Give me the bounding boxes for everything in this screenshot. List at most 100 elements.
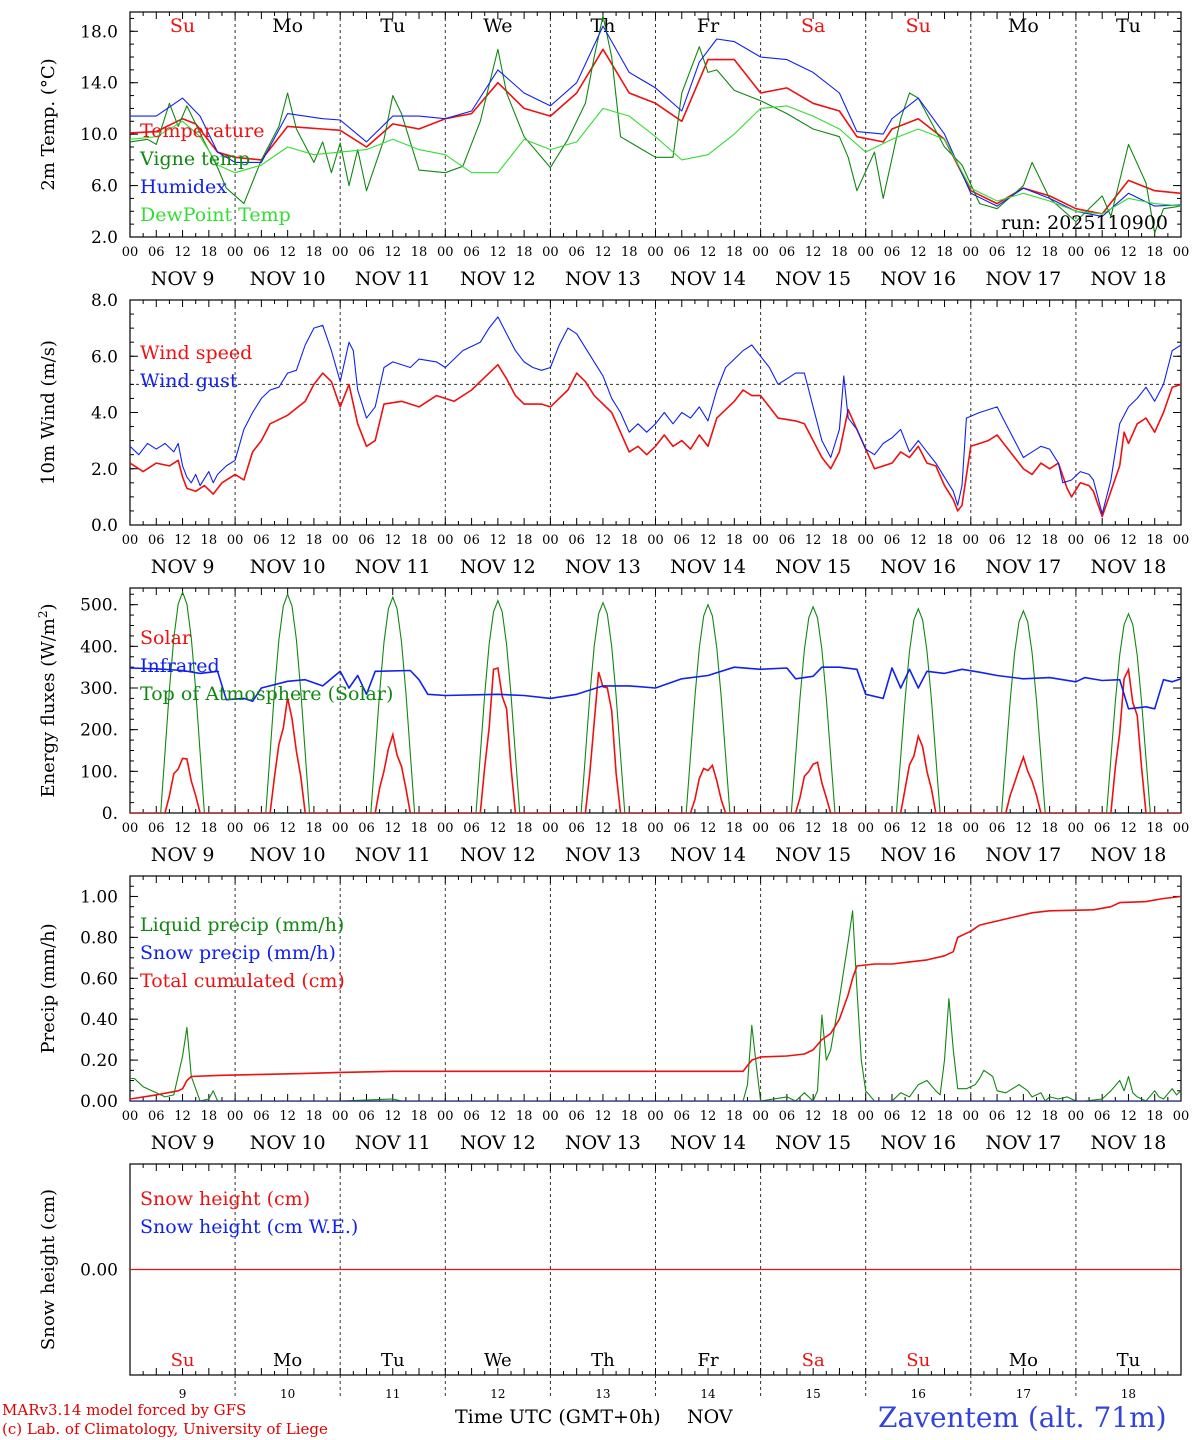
hour-tick-label: 00 — [542, 245, 559, 260]
hour-tick-label: 12 — [490, 821, 507, 836]
hour-tick-label: 12 — [1015, 245, 1032, 260]
hour-tick-label: 12 — [700, 245, 717, 260]
weekday-label: Fr — [698, 1350, 719, 1371]
y-axis-title: Energy fluxes (W/m2) — [36, 603, 59, 797]
date-label: NOV 14 — [670, 844, 746, 866]
plot-frame — [129, 299, 1182, 526]
weekday-label: Su — [171, 1350, 195, 1371]
hour-tick-label: 12 — [595, 1109, 612, 1124]
day-number: 13 — [595, 1387, 610, 1401]
weekday-label: Tu — [381, 1350, 405, 1371]
hour-tick-label: 18 — [936, 245, 953, 260]
weekday-label: Sa — [802, 1350, 825, 1371]
hour-tick-label: 06 — [779, 245, 796, 260]
date-label: NOV 12 — [460, 268, 536, 290]
panel-wind: 0.0 2.0 4.0 6.0 8.0 10m Wind (m/s) 00 06 12 18 00 0… — [38, 291, 1189, 578]
weekday-label: Su — [906, 1350, 930, 1371]
hour-tick-label: 00 — [1173, 821, 1190, 836]
hour-tick-label: 00 — [1173, 1109, 1190, 1124]
weekday-label: Mo — [1008, 15, 1039, 37]
hour-tick-label: 12 — [1015, 1109, 1032, 1124]
y-axis-title: 10m Wind (m/s) — [38, 340, 59, 485]
hour-tick-label: 00 — [1068, 1109, 1085, 1124]
date-label: NOV 10 — [250, 556, 326, 578]
hour-tick-label: 06 — [148, 533, 165, 548]
series-group — [130, 590, 1181, 813]
hour-tick-label: 00 — [332, 821, 349, 836]
date-label: NOV 17 — [985, 844, 1061, 866]
date-label: NOV 9 — [151, 556, 215, 578]
hour-tick-label: 18 — [621, 1109, 638, 1124]
hour-tick-label: 00 — [647, 533, 664, 548]
day-number: 17 — [1016, 1387, 1031, 1401]
hour-tick-label: 06 — [1094, 245, 1111, 260]
hour-tick-label: 06 — [989, 821, 1006, 836]
hour-tick-label: 18 — [201, 533, 218, 548]
hour-tick-label: 00 — [752, 533, 769, 548]
hour-tick-label: 00 — [1173, 533, 1190, 548]
panel-energy: 0. 100. 200. 300. 400. 500. Energy fluxes (W/m… — [36, 587, 1190, 866]
date-label: NOV 17 — [985, 1132, 1061, 1154]
y-tick-label: 400. — [80, 637, 118, 657]
hour-tick-label: 12 — [910, 821, 927, 836]
hour-tick-label: 18 — [411, 821, 428, 836]
hour-tick-label: 18 — [201, 821, 218, 836]
wind-speed-line — [130, 363, 1181, 518]
date-label: NOV 10 — [250, 268, 326, 290]
y-tick-label: 0.00 — [80, 1092, 118, 1112]
hour-tick-label: 18 — [411, 1109, 428, 1124]
hour-tick-label: 00 — [437, 533, 454, 548]
weekday-label: We — [483, 15, 512, 37]
y-tick-label: 2.0 — [91, 228, 118, 248]
day-number: 9 — [179, 1387, 187, 1401]
infrared-line — [130, 666, 1181, 710]
y-axis-title: Snow height (cm) — [38, 1189, 59, 1350]
date-label: NOV 16 — [880, 844, 956, 866]
hour-tick-label: 18 — [831, 821, 848, 836]
date-label: NOV 17 — [985, 268, 1061, 290]
hour-tick-label: 06 — [674, 533, 691, 548]
y-tick-label: 0.0 — [91, 516, 118, 536]
hour-tick-label: 00 — [227, 1109, 244, 1124]
time-axis-label: Time UTC (GMT+0h) — [455, 1406, 661, 1428]
hour-tick-label: 00 — [122, 1109, 139, 1124]
hour-tick-label: 18 — [621, 533, 638, 548]
y-tick-label: 300. — [80, 679, 118, 699]
hour-tick-label: 18 — [1146, 533, 1163, 548]
hour-tick-label: 06 — [253, 245, 270, 260]
dewpoint-temp-line — [130, 105, 1181, 215]
legend-entry: Top of Atmosphere (Solar) — [140, 683, 393, 705]
hour-tick-label: 06 — [989, 533, 1006, 548]
hour-tick-label: 06 — [463, 821, 480, 836]
hour-tick-label: 12 — [279, 821, 296, 836]
humidex-line — [130, 25, 1181, 217]
date-label: NOV 15 — [775, 268, 851, 290]
y-tick-label: 2.0 — [91, 460, 118, 480]
hour-tick-label: 06 — [463, 245, 480, 260]
legend-entry: Infrared — [140, 655, 220, 677]
hour-tick-label: 18 — [516, 1109, 533, 1124]
day-number: 11 — [385, 1387, 400, 1401]
y-tick-label: 0.40 — [80, 1010, 118, 1030]
hour-tick-label: 00 — [542, 1109, 559, 1124]
legend-entry: Temperature — [140, 120, 264, 142]
hour-tick-label: 06 — [358, 1109, 375, 1124]
panel-precip: 0.00 0.20 0.40 0.60 0.80 1.00 Precip (mm/h) 00 0… — [38, 875, 1190, 1154]
station-title: Zaventem (alt. 71m) — [878, 1401, 1167, 1434]
weekday-label: We — [484, 1350, 512, 1371]
hour-tick-label: 06 — [674, 1109, 691, 1124]
hour-tick-label: 18 — [1041, 1109, 1058, 1124]
date-label: NOV 9 — [151, 844, 215, 866]
date-label: NOV 15 — [775, 556, 851, 578]
y-tick-label: 200. — [80, 721, 118, 741]
hour-tick-label: 18 — [1041, 533, 1058, 548]
hour-tick-label: 12 — [910, 1109, 927, 1124]
hour-tick-label: 12 — [595, 533, 612, 548]
y-tick-label: 18.0 — [80, 22, 118, 42]
date-label: NOV 13 — [565, 844, 641, 866]
model-credit: MARv3.14 model forced by GFS — [2, 1401, 247, 1419]
hour-tick-label: 12 — [384, 1109, 401, 1124]
date-label: NOV 11 — [355, 844, 431, 866]
hour-tick-label: 00 — [437, 821, 454, 836]
